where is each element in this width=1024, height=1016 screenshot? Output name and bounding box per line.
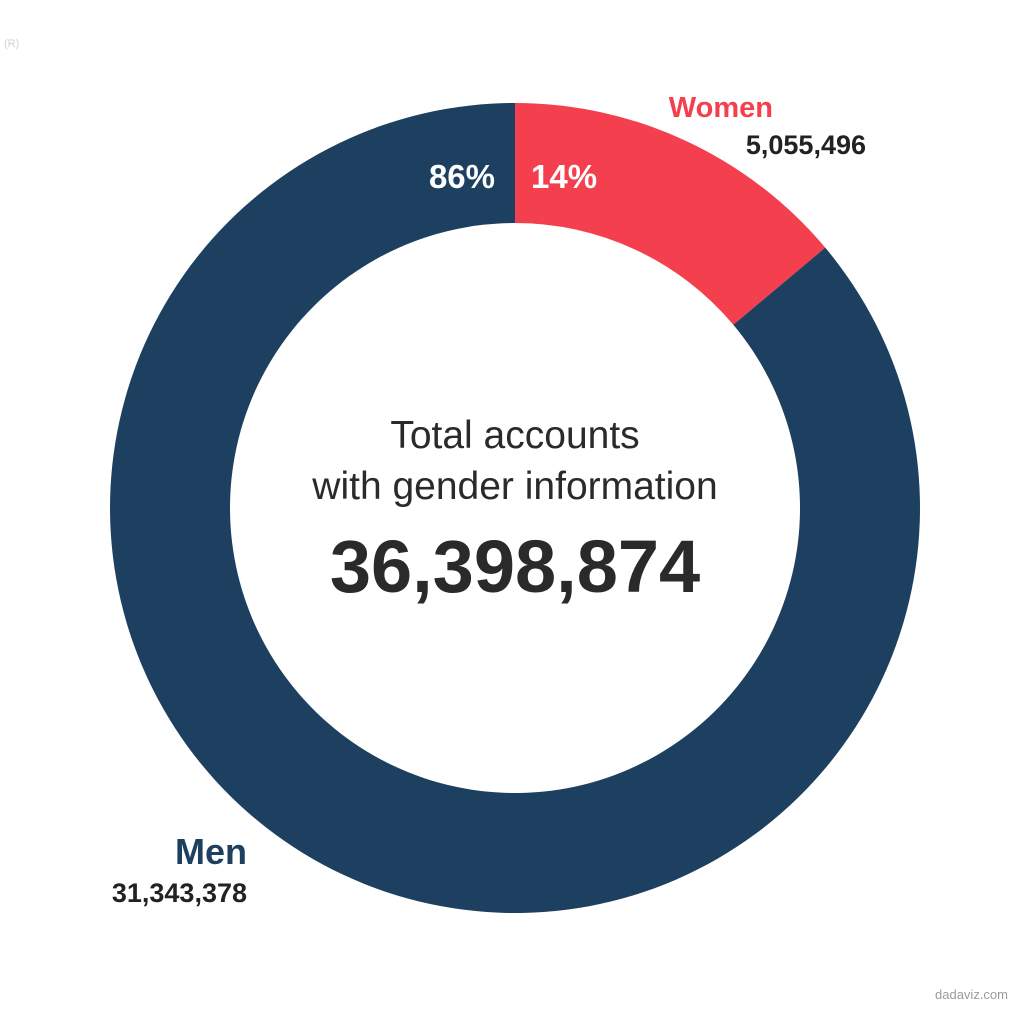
women-percent-label: 14% (531, 158, 597, 195)
center-label-line2: with gender information (311, 465, 717, 508)
women-value-label: 5,055,496 (746, 130, 866, 160)
men-percent-label: 86% (429, 158, 495, 195)
center-label-line1: Total accounts (390, 414, 639, 457)
slice-men (110, 103, 921, 914)
corner-mark: (R) (4, 38, 20, 50)
center-total-value: 36,398,874 (330, 525, 700, 608)
men-value-label: 31,343,378 (112, 878, 247, 908)
source-credit: dadaviz.com (935, 987, 1008, 1002)
slice-women (515, 103, 826, 325)
men-name-label: Men (175, 831, 247, 872)
women-name-label: Women (669, 92, 773, 124)
